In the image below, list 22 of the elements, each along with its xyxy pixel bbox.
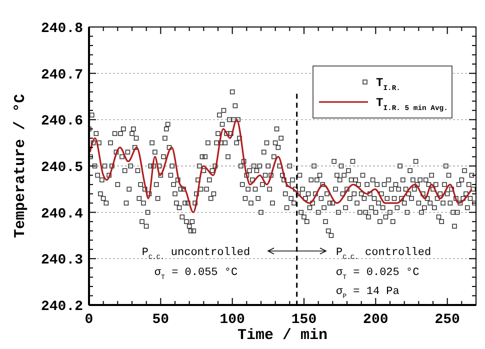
x-tick-label: 150 [291, 312, 317, 328]
y-tick-label: 240.5 [40, 160, 83, 176]
y-tick-label: 240.8 [40, 21, 83, 37]
annotation: P$_{C.C.}$ uncontrolled [142, 247, 250, 260]
x-tick-label: 0 [84, 312, 94, 328]
x-axis-title: Time / min [237, 327, 328, 344]
y-tick-label: 240.2 [40, 299, 83, 315]
annotation: σ$_{T}$ = 0.055 °C [154, 267, 238, 280]
y-tick-label: 240.3 [40, 252, 83, 269]
x-tick-label: 50 [152, 312, 170, 328]
y-axis-title: Temperature / °C [12, 94, 29, 238]
annotation: σ$_{T}$ = 0.025 °C [336, 267, 420, 280]
y-tick-label: 240.7 [40, 67, 83, 84]
legend-label: T$_{I.R.}$ [376, 76, 400, 93]
x-tick-label: 250 [434, 312, 460, 328]
y-tick-label: 240.4 [40, 206, 83, 222]
y-tick-label: 240.6 [40, 114, 83, 130]
annotation: σ$_{P}$ = 14 Pa [336, 286, 400, 300]
x-tick-label: 200 [363, 312, 388, 328]
annotation: P$_{C.C.}$ controlled [336, 247, 432, 260]
legend-label: T$_{I.R. 5 min Avg.}$ [376, 96, 448, 113]
x-tick-label: 100 [220, 312, 245, 328]
